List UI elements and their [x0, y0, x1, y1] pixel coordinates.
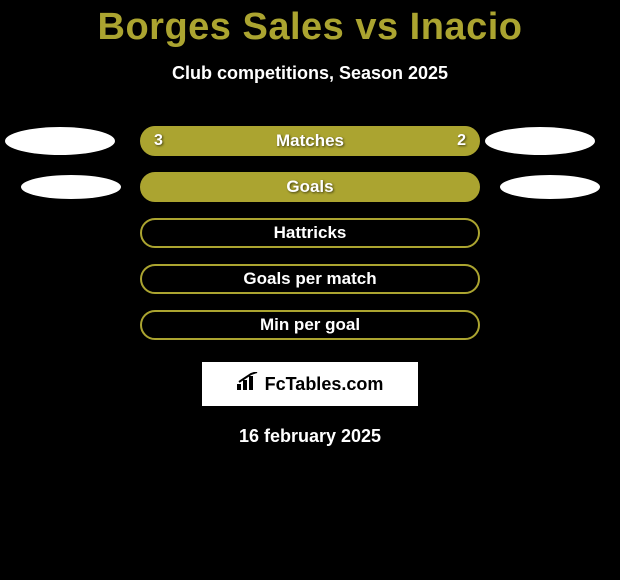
- left-ellipse: [21, 175, 121, 199]
- stat-row: 3 2Matches: [0, 126, 620, 156]
- right-ellipse: [500, 175, 600, 199]
- date-text: 16 february 2025: [0, 426, 620, 447]
- stat-bar: 3 2Matches: [140, 126, 480, 156]
- stat-label: Hattricks: [142, 218, 478, 248]
- stat-label: Matches: [142, 126, 478, 156]
- chart-icon: [237, 372, 259, 397]
- right-value: 2: [457, 126, 466, 156]
- left-value: 3: [154, 126, 163, 156]
- stat-bar: Goals per match: [140, 264, 480, 294]
- comparison-rows: 3 2Matches Goals Hattricks Goals per match Mi…: [0, 126, 620, 340]
- stat-row: Min per goal: [0, 310, 620, 340]
- source-badge: FcTables.com: [202, 362, 418, 406]
- stat-bar: Goals: [140, 172, 480, 202]
- badge-text: FcTables.com: [265, 374, 384, 395]
- subtitle: Club competitions, Season 2025: [0, 63, 620, 84]
- stat-row: Goals: [0, 172, 620, 202]
- right-ellipse: [485, 127, 595, 155]
- left-ellipse: [5, 127, 115, 155]
- stat-label: Goals per match: [142, 264, 478, 294]
- stat-label: Min per goal: [142, 310, 478, 340]
- stat-row: Goals per match: [0, 264, 620, 294]
- stat-row: Hattricks: [0, 218, 620, 248]
- stat-bar: Min per goal: [140, 310, 480, 340]
- stat-label: Goals: [142, 172, 478, 202]
- stat-bar: Hattricks: [140, 218, 480, 248]
- page-title: Borges Sales vs Inacio: [0, 0, 620, 49]
